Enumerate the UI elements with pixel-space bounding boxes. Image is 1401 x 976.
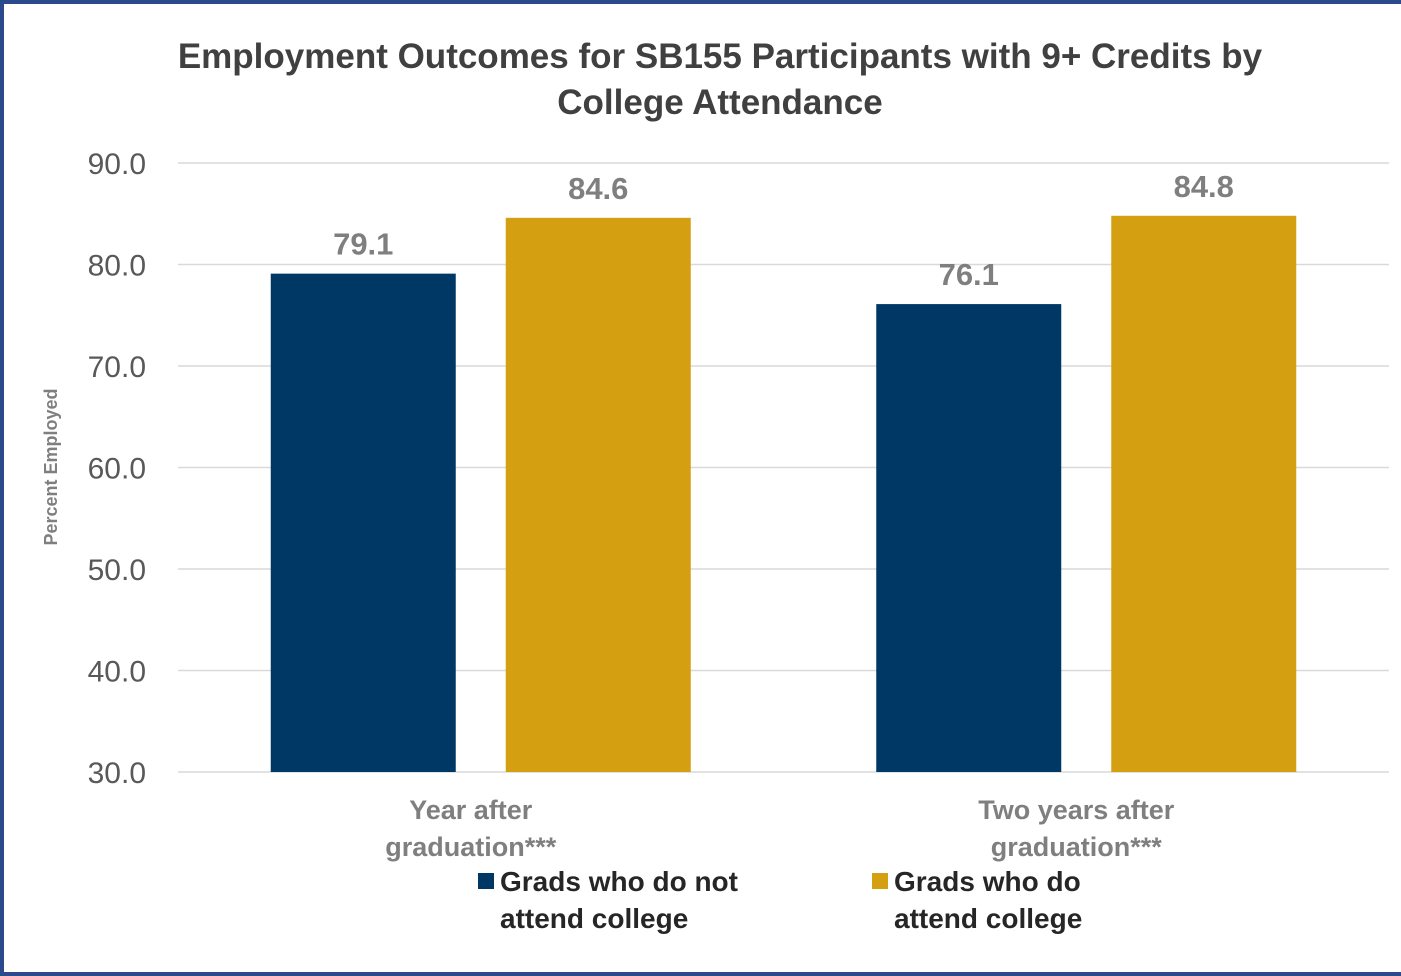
bar [270,273,456,772]
legend-swatch [872,873,888,889]
y-tick-label: 80.0 [88,250,146,283]
y-tick-label: 50.0 [88,554,146,587]
data-label: 84.8 [1174,169,1234,204]
y-tick-label: 90.0 [88,148,146,181]
legend-label: attend college [894,903,1082,934]
category-label: graduation*** [385,832,557,862]
bar [876,304,1062,772]
legend-swatch [478,873,494,889]
category-label: graduation*** [991,832,1163,862]
y-tick-label: 70.0 [88,351,146,384]
legend-label: attend college [500,903,688,934]
legend-label: Grads who do not [500,866,738,897]
bar [505,217,691,772]
data-label: 84.6 [568,171,628,206]
category-label: Two years after [978,795,1175,825]
y-tick-label: 60.0 [88,453,146,486]
data-label: 76.1 [939,257,999,292]
bar [1111,215,1297,772]
y-axis-ticks: 90.0 80.0 70.0 60.0 50.0 40.0 30.0 [88,148,146,790]
data-labels: 79.1 84.6 76.1 84.8 [333,169,1234,292]
y-axis-label: Percent Employed [41,388,61,545]
category-label: Year after [409,795,533,825]
y-tick-label: 30.0 [88,757,146,790]
bars [270,215,1297,772]
category-labels: Year after graduation*** Two years after gr… [385,795,1175,862]
data-label: 79.1 [333,227,393,262]
legend-label: Grads who do [894,866,1081,897]
chart-title: Employment Outcomes for SB155 Participan… [177,37,1263,122]
legend: Grads who do not attend college Grads who … [478,866,1082,934]
y-tick-label: 40.0 [88,656,146,689]
